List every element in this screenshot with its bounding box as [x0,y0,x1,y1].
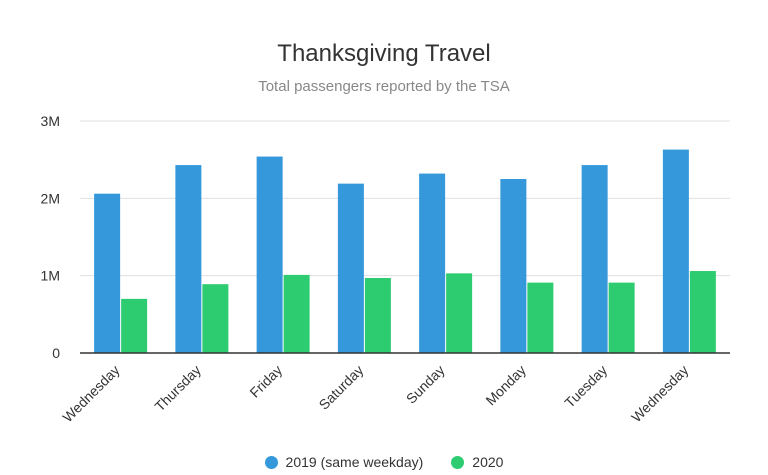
bar-2020 [608,282,635,353]
y-tick-label: 3M [41,113,60,129]
bar-2019 [581,165,608,353]
bar-2019 [175,165,202,353]
legend-item-2020[interactable]: 2020 [451,454,503,470]
x-tick-label: Monday [482,362,529,409]
x-tick-label: Wednesday [59,362,122,425]
legend: 2019 (same weekday) 2020 [0,454,768,470]
bar-2020 [689,271,716,353]
chart-title: Thanksgiving Travel [277,40,491,67]
y-tick-label: 1M [41,268,60,284]
bar-2019 [256,156,283,353]
y-tick-label: 0 [52,345,60,361]
legend-marker-2019 [264,455,278,469]
bar-2020 [202,284,229,353]
bar-2020 [283,274,310,353]
bar-2019 [419,173,446,353]
x-tick-label: Sunday [403,362,448,407]
legend-label-2019: 2019 (same weekday) [285,454,424,470]
x-tick-label: Saturday [316,362,367,413]
bar-2019 [337,183,364,353]
x-tick-label: Friday [246,362,285,401]
chart-subtitle: Total passengers reported by the TSA [258,78,510,95]
bar-2020 [446,273,473,353]
bar-2020 [121,298,148,353]
bar-2019 [662,149,689,353]
bar-2020 [364,277,391,353]
x-tick-label: Wednesday [628,362,691,425]
x-tick-label: Tuesday [561,362,610,411]
bar-2019 [94,193,121,353]
legend-marker-2020 [451,455,465,469]
legend-item-2019[interactable]: 2019 (same weekday) [264,454,424,470]
y-tick-label: 2M [41,190,60,206]
bar-2019 [500,179,527,353]
bar-2020 [527,282,554,353]
legend-label-2020: 2020 [472,454,504,470]
x-tick-label: Thursday [151,362,204,415]
